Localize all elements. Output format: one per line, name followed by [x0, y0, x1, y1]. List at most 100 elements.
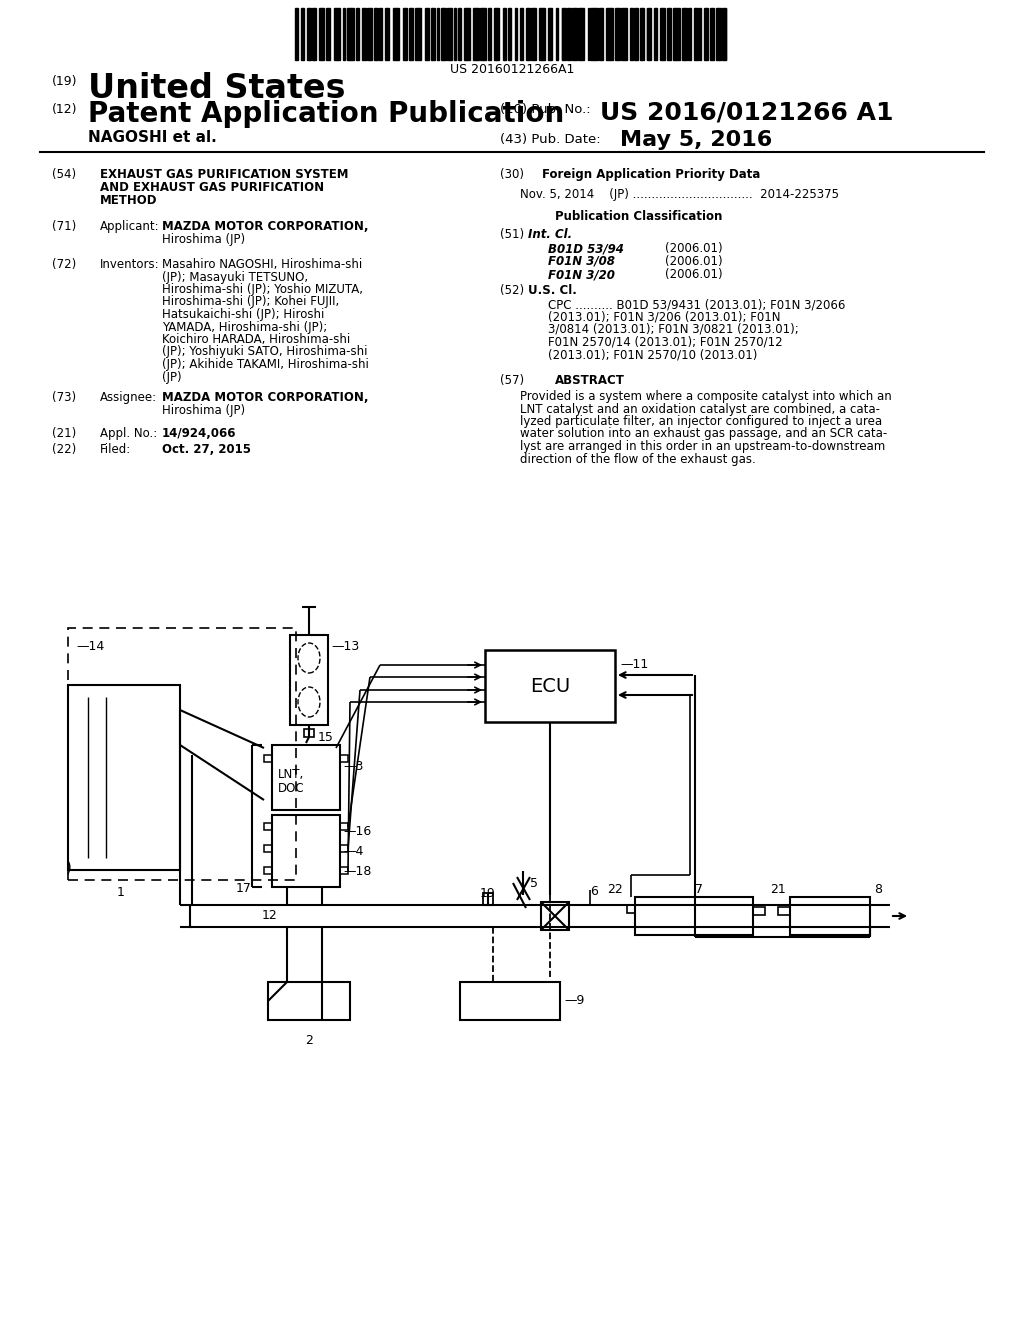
Bar: [627, 906, 635, 913]
Bar: [350, 8, 354, 59]
Bar: [68, 685, 180, 870]
Bar: [402, 8, 406, 59]
Text: (2013.01); F01N 2570/10 (2013.01): (2013.01); F01N 2570/10 (2013.01): [548, 348, 758, 360]
Text: (52): (52): [500, 284, 524, 297]
Bar: [636, 8, 638, 59]
Text: (30): (30): [500, 168, 524, 181]
Text: Masahiro NAGOSHI, Hiroshima-shi: Masahiro NAGOSHI, Hiroshima-shi: [162, 257, 362, 271]
Bar: [541, 902, 569, 931]
Bar: [684, 8, 687, 59]
Bar: [535, 8, 537, 59]
Text: 21: 21: [770, 883, 785, 896]
Bar: [635, 898, 753, 935]
Bar: [441, 8, 443, 59]
Text: Applicant:: Applicant:: [100, 220, 160, 234]
Bar: [375, 8, 378, 59]
Bar: [272, 814, 340, 887]
Bar: [722, 8, 726, 59]
Text: Inventors:: Inventors:: [100, 257, 160, 271]
Text: Int. Cl.: Int. Cl.: [528, 228, 572, 242]
Bar: [654, 8, 655, 59]
Bar: [528, 8, 529, 59]
Bar: [355, 8, 357, 59]
Bar: [385, 8, 387, 59]
Bar: [314, 8, 316, 59]
Bar: [476, 8, 479, 59]
Bar: [485, 649, 615, 722]
Bar: [557, 8, 558, 59]
Bar: [362, 8, 366, 59]
Bar: [663, 8, 665, 59]
Text: (12): (12): [52, 103, 78, 116]
Text: 8: 8: [874, 883, 882, 896]
Bar: [302, 8, 304, 59]
Text: lyzed particulate filter, an injector configured to inject a urea: lyzed particulate filter, an injector co…: [520, 414, 882, 428]
Bar: [396, 8, 399, 59]
Text: —18: —18: [343, 865, 372, 878]
Bar: [464, 8, 467, 59]
Bar: [409, 8, 411, 59]
Bar: [674, 8, 677, 59]
Bar: [707, 8, 708, 59]
Bar: [318, 8, 322, 59]
Bar: [609, 8, 613, 59]
Text: 6: 6: [590, 884, 598, 898]
Bar: [264, 822, 272, 830]
Bar: [447, 8, 451, 59]
Text: —14: —14: [76, 640, 104, 653]
Text: Appl. No.:: Appl. No.:: [100, 426, 158, 440]
Text: Filed:: Filed:: [100, 444, 131, 455]
Bar: [581, 8, 585, 59]
Bar: [272, 744, 340, 810]
Text: direction of the flow of the exhaust gas.: direction of the flow of the exhaust gas…: [520, 453, 756, 466]
Bar: [550, 8, 552, 59]
Text: (2006.01): (2006.01): [665, 268, 723, 281]
Bar: [566, 8, 568, 59]
Bar: [790, 898, 870, 935]
Bar: [425, 8, 428, 59]
Bar: [719, 8, 721, 59]
Text: 3/0814 (2013.01); F01N 3/0821 (2013.01);: 3/0814 (2013.01); F01N 3/0821 (2013.01);: [548, 323, 799, 337]
Text: 15: 15: [318, 731, 334, 744]
Text: (19): (19): [52, 75, 78, 88]
Bar: [548, 8, 550, 59]
Bar: [693, 8, 695, 59]
Bar: [695, 8, 698, 59]
Bar: [337, 8, 340, 59]
Bar: [503, 8, 505, 59]
Text: 12: 12: [262, 909, 278, 921]
Text: Assignee:: Assignee:: [100, 391, 157, 404]
Text: LNT catalyst and an oxidation catalyst are combined, a cata-: LNT catalyst and an oxidation catalyst a…: [520, 403, 880, 416]
Text: NAGOSHI et al.: NAGOSHI et al.: [88, 129, 217, 145]
Text: —4: —4: [343, 845, 364, 858]
Bar: [519, 8, 521, 59]
Bar: [343, 8, 345, 59]
Bar: [634, 8, 636, 59]
Bar: [483, 8, 486, 59]
Bar: [307, 8, 310, 59]
Text: F01N 3/20: F01N 3/20: [548, 268, 614, 281]
Text: Hiroshima-shi (JP); Kohei FUJII,: Hiroshima-shi (JP); Kohei FUJII,: [162, 296, 339, 309]
Text: 1: 1: [117, 886, 125, 899]
Bar: [667, 8, 670, 59]
Bar: [347, 8, 350, 59]
Bar: [488, 8, 490, 59]
Bar: [357, 8, 359, 59]
Bar: [526, 8, 528, 59]
Text: LNT,: LNT,: [278, 768, 304, 781]
Bar: [419, 8, 421, 59]
Text: (10) Pub. No.:: (10) Pub. No.:: [500, 103, 591, 116]
Bar: [625, 8, 628, 59]
Text: 2: 2: [305, 1034, 313, 1047]
Bar: [460, 982, 560, 1020]
Text: 19: 19: [480, 887, 496, 900]
Text: EXHAUST GAS PURIFICATION SYSTEM: EXHAUST GAS PURIFICATION SYSTEM: [100, 168, 348, 181]
Text: ECU: ECU: [529, 676, 570, 696]
Bar: [264, 755, 272, 762]
Text: —3: —3: [343, 760, 364, 774]
Bar: [443, 8, 446, 59]
Text: Koichiro HARADA, Hiroshima-shi: Koichiro HARADA, Hiroshima-shi: [162, 333, 350, 346]
Text: 14/924,066: 14/924,066: [162, 426, 237, 440]
Text: AND EXHAUST GAS PURIFICATION: AND EXHAUST GAS PURIFICATION: [100, 181, 325, 194]
Bar: [571, 8, 575, 59]
